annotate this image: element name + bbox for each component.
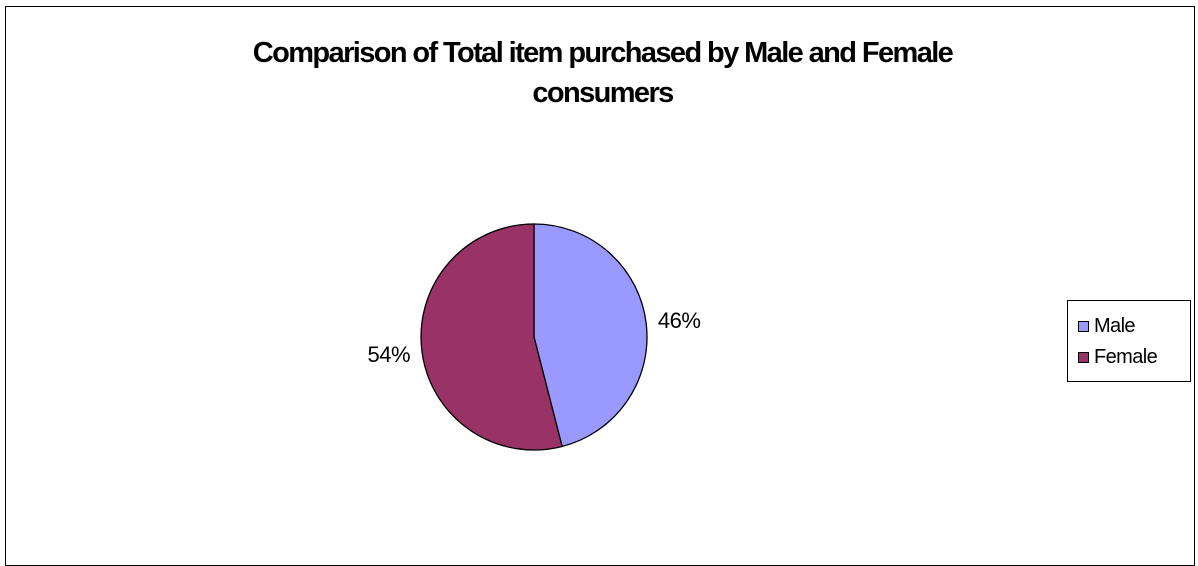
pie-slice-female bbox=[420, 223, 563, 451]
slice-label-female: 54% bbox=[368, 342, 411, 367]
legend-swatch-male bbox=[1078, 320, 1089, 332]
legend-label-male: Male bbox=[1094, 314, 1136, 337]
pie-chart: 46% 54% bbox=[368, 223, 701, 451]
legend-item-female: Female bbox=[1078, 344, 1158, 370]
legend-label-female: Female bbox=[1094, 345, 1158, 368]
chart-title: Comparison of Total item purchased by Ma… bbox=[0, 33, 1198, 113]
pie-slice-male bbox=[533, 223, 648, 448]
slice-label-male: 46% bbox=[658, 308, 701, 333]
legend: Male Female bbox=[1067, 300, 1191, 382]
chart-title-line-2: consumers bbox=[532, 77, 674, 109]
chart-title-line-1: Comparison of Total item purchased by Ma… bbox=[252, 37, 954, 69]
legend-item-male: Male bbox=[1078, 313, 1136, 339]
legend-swatch-female bbox=[1078, 351, 1089, 363]
